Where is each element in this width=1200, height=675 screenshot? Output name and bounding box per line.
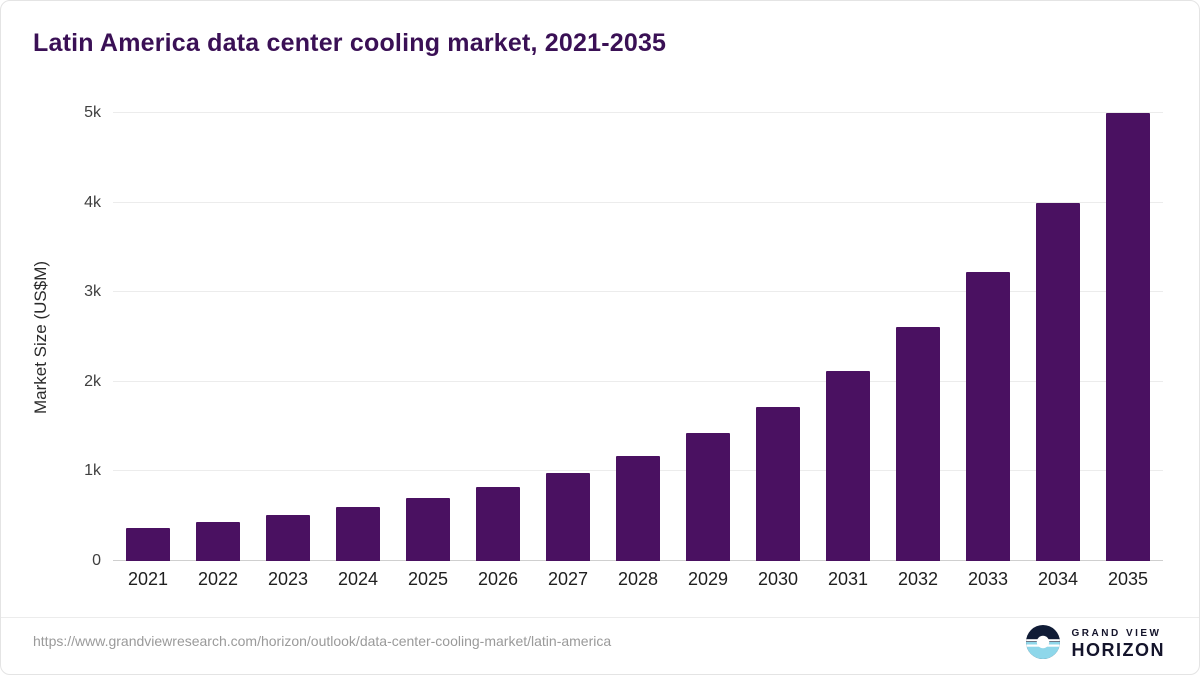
bar-slot (323, 113, 393, 561)
footer-divider (1, 617, 1199, 618)
x-axis-labels: 2021 2022 2023 2024 2025 2026 2027 2028 2029 2030… (113, 569, 1163, 590)
x-tick-label: 2030 (757, 569, 799, 589)
x-tick-label: 2021 (127, 569, 169, 589)
y-tick-label: 3k (84, 283, 101, 301)
bar-slot (953, 113, 1023, 561)
bar-2028[interactable] (616, 456, 660, 561)
brand-line1: GRAND VIEW (1071, 628, 1162, 640)
y-tick-label: 4k (84, 193, 101, 211)
bar-2026[interactable] (476, 486, 520, 561)
chart-title: Latin America data center cooling market… (33, 29, 667, 57)
gridline (113, 380, 1163, 382)
gridline (113, 291, 1163, 293)
bar-slot (1093, 113, 1163, 561)
bar-2024[interactable] (336, 507, 380, 561)
bar-2027[interactable] (546, 473, 590, 561)
bar-slot (673, 113, 743, 561)
bar-2034[interactable] (1036, 202, 1080, 561)
x-tick-label: 2035 (1107, 569, 1149, 589)
bar-slot (533, 113, 603, 561)
brand-line2: HORIZON (1071, 639, 1165, 660)
x-tick-label: 2029 (687, 569, 729, 589)
bar-slot (113, 113, 183, 561)
bar-2033[interactable] (966, 271, 1010, 561)
bar-slot (813, 113, 883, 561)
y-tick-label: 1k (84, 462, 101, 480)
x-tick-label: 2032 (897, 569, 939, 589)
x-tick-label: 2025 (407, 569, 449, 589)
bar-slot (393, 113, 463, 561)
bar-slot (1023, 113, 1093, 561)
x-tick-label: 2023 (267, 569, 309, 589)
gridline (113, 201, 1163, 203)
bar-slot (183, 113, 253, 561)
brand-text: GRAND VIEW HORIZON (1072, 628, 1166, 660)
gridline (113, 112, 1163, 113)
bar-2029[interactable] (686, 432, 730, 561)
y-tick-label: 0 (92, 552, 101, 569)
x-tick-label: 2031 (827, 569, 869, 589)
bar-slot (743, 113, 813, 561)
x-tick-label: 2033 (967, 569, 1009, 589)
bar-slot (603, 113, 673, 561)
y-tick-label: 5k (84, 104, 101, 121)
source-url[interactable]: https://www.grandviewresearch.com/horizo… (33, 633, 612, 649)
bar-2023[interactable] (266, 515, 310, 561)
x-tick-label: 2027 (547, 569, 589, 589)
bar-slot (463, 113, 533, 561)
bar-2021[interactable] (126, 527, 170, 561)
y-axis-ticks: 0 1k 2k 3k 4k 5k (1, 104, 101, 569)
x-tick-label: 2028 (617, 569, 659, 589)
x-tick-label: 2022 (197, 569, 239, 589)
plot-area (113, 112, 1163, 561)
y-tick-label: 2k (84, 372, 101, 390)
bar-2025[interactable] (406, 498, 450, 561)
bar-slot (253, 113, 323, 561)
x-tick-label: 2024 (337, 569, 379, 589)
bar-2035[interactable] (1106, 113, 1150, 561)
bar-2031[interactable] (826, 371, 870, 561)
bar-2032[interactable] (896, 327, 940, 561)
bar-2030[interactable] (756, 406, 800, 561)
x-tick-label: 2026 (477, 569, 519, 589)
brand-logo: GRAND VIEW HORIZON (1024, 623, 1166, 666)
bars-row (113, 113, 1163, 561)
horizon-globe-icon (1024, 623, 1062, 666)
x-tick-label: 2034 (1037, 569, 1079, 589)
bar-2022[interactable] (196, 521, 240, 561)
bar-slot (883, 113, 953, 561)
